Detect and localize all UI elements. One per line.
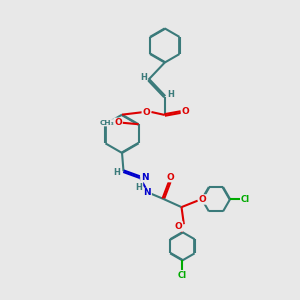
Text: CH₃: CH₃ — [100, 120, 115, 126]
Text: H: H — [114, 168, 121, 177]
Text: O: O — [182, 107, 189, 116]
Text: O: O — [199, 195, 206, 204]
Text: N: N — [141, 172, 148, 182]
Text: H: H — [167, 90, 174, 99]
Text: N: N — [143, 188, 151, 197]
Text: O: O — [175, 222, 182, 231]
Text: O: O — [114, 118, 122, 127]
Text: O: O — [167, 172, 174, 182]
Text: H: H — [140, 73, 147, 82]
Text: O: O — [142, 107, 150, 116]
Text: Cl: Cl — [241, 195, 250, 204]
Text: Cl: Cl — [178, 271, 187, 280]
Text: H: H — [136, 183, 142, 192]
